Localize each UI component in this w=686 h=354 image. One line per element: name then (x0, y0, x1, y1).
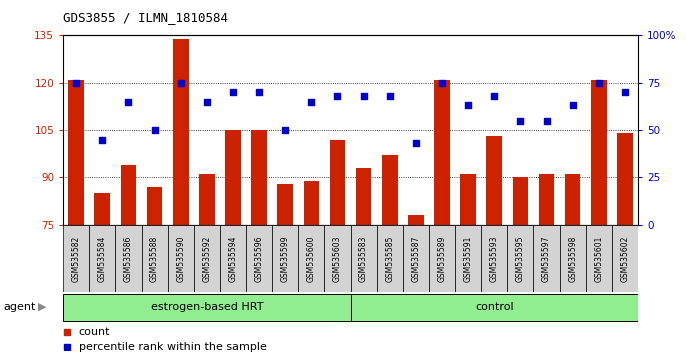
Text: GSM535598: GSM535598 (568, 235, 577, 282)
Point (515, 118, 526, 124)
FancyBboxPatch shape (246, 225, 272, 292)
Text: estrogen-based HRT: estrogen-based HRT (151, 302, 263, 312)
Bar (147, 187, 163, 225)
Point (358, 93, 369, 99)
Text: count: count (78, 327, 110, 337)
Bar (251, 130, 267, 225)
Point (593, 80, 604, 86)
FancyBboxPatch shape (298, 225, 324, 292)
Point (228, 89, 239, 95)
Bar (434, 80, 450, 225)
FancyBboxPatch shape (141, 225, 167, 292)
Point (202, 99, 213, 104)
Text: GSM535582: GSM535582 (71, 235, 81, 281)
FancyBboxPatch shape (351, 293, 638, 321)
FancyBboxPatch shape (377, 225, 403, 292)
FancyBboxPatch shape (429, 225, 455, 292)
FancyBboxPatch shape (586, 225, 612, 292)
Text: GSM535587: GSM535587 (412, 235, 421, 282)
FancyBboxPatch shape (167, 225, 193, 292)
Point (149, 127, 160, 133)
Text: GSM535599: GSM535599 (281, 235, 289, 282)
Bar (95, 193, 110, 225)
Text: GSM535588: GSM535588 (150, 235, 159, 281)
Point (488, 93, 499, 99)
Point (410, 141, 421, 146)
Point (280, 127, 291, 133)
Bar (565, 174, 580, 225)
Bar (199, 174, 215, 225)
Text: GSM535592: GSM535592 (202, 235, 211, 282)
Bar (617, 133, 632, 225)
FancyBboxPatch shape (534, 225, 560, 292)
Point (462, 103, 473, 108)
FancyBboxPatch shape (220, 225, 246, 292)
Bar (408, 215, 424, 225)
Text: GSM535593: GSM535593 (490, 235, 499, 282)
FancyBboxPatch shape (63, 225, 89, 292)
Text: GDS3855 / ILMN_1810584: GDS3855 / ILMN_1810584 (63, 11, 228, 24)
Text: GSM535603: GSM535603 (333, 235, 342, 282)
Text: GSM535590: GSM535590 (176, 235, 185, 282)
FancyBboxPatch shape (63, 293, 351, 321)
Bar (591, 80, 606, 225)
Text: agent: agent (3, 302, 36, 312)
Point (175, 80, 186, 86)
FancyBboxPatch shape (508, 225, 534, 292)
Point (260, 166, 271, 172)
Bar (121, 165, 137, 225)
Text: GSM535597: GSM535597 (542, 235, 551, 282)
FancyBboxPatch shape (403, 225, 429, 292)
Point (619, 89, 630, 95)
Bar (512, 177, 528, 225)
Text: GSM535596: GSM535596 (255, 235, 263, 282)
Bar (69, 80, 84, 225)
FancyBboxPatch shape (351, 225, 377, 292)
FancyBboxPatch shape (481, 225, 508, 292)
Point (436, 80, 447, 86)
Bar (539, 174, 554, 225)
Text: percentile rank within the sample: percentile rank within the sample (78, 342, 266, 352)
FancyBboxPatch shape (193, 225, 220, 292)
Text: GSM535594: GSM535594 (228, 235, 237, 282)
Point (71, 80, 82, 86)
Bar (486, 136, 502, 225)
Text: GSM535595: GSM535595 (516, 235, 525, 282)
FancyBboxPatch shape (560, 225, 586, 292)
FancyBboxPatch shape (89, 225, 115, 292)
Point (97, 137, 108, 142)
Bar (460, 174, 476, 225)
Bar (330, 139, 345, 225)
Bar (382, 155, 398, 225)
Text: GSM535600: GSM535600 (307, 235, 316, 282)
Text: GSM535591: GSM535591 (464, 235, 473, 282)
Point (123, 99, 134, 104)
Text: control: control (475, 302, 514, 312)
Bar (277, 184, 293, 225)
FancyBboxPatch shape (324, 225, 351, 292)
Text: GSM535602: GSM535602 (620, 235, 630, 282)
Text: GSM535589: GSM535589 (438, 235, 447, 282)
Bar (303, 181, 319, 225)
Bar (225, 130, 241, 225)
Point (567, 103, 578, 108)
FancyBboxPatch shape (612, 225, 638, 292)
Text: GSM535583: GSM535583 (359, 235, 368, 282)
Text: ▶: ▶ (38, 302, 47, 312)
FancyBboxPatch shape (455, 225, 481, 292)
Text: GSM535601: GSM535601 (594, 235, 603, 282)
Point (384, 93, 395, 99)
Point (306, 99, 317, 104)
FancyBboxPatch shape (272, 225, 298, 292)
Text: GSM535586: GSM535586 (124, 235, 133, 282)
Bar (173, 39, 189, 225)
FancyBboxPatch shape (115, 225, 141, 292)
Bar (356, 168, 371, 225)
Text: GSM535585: GSM535585 (386, 235, 394, 282)
Text: GSM535584: GSM535584 (98, 235, 107, 282)
Point (254, 89, 265, 95)
Point (260, 302, 271, 307)
Point (541, 118, 552, 124)
Point (332, 93, 343, 99)
